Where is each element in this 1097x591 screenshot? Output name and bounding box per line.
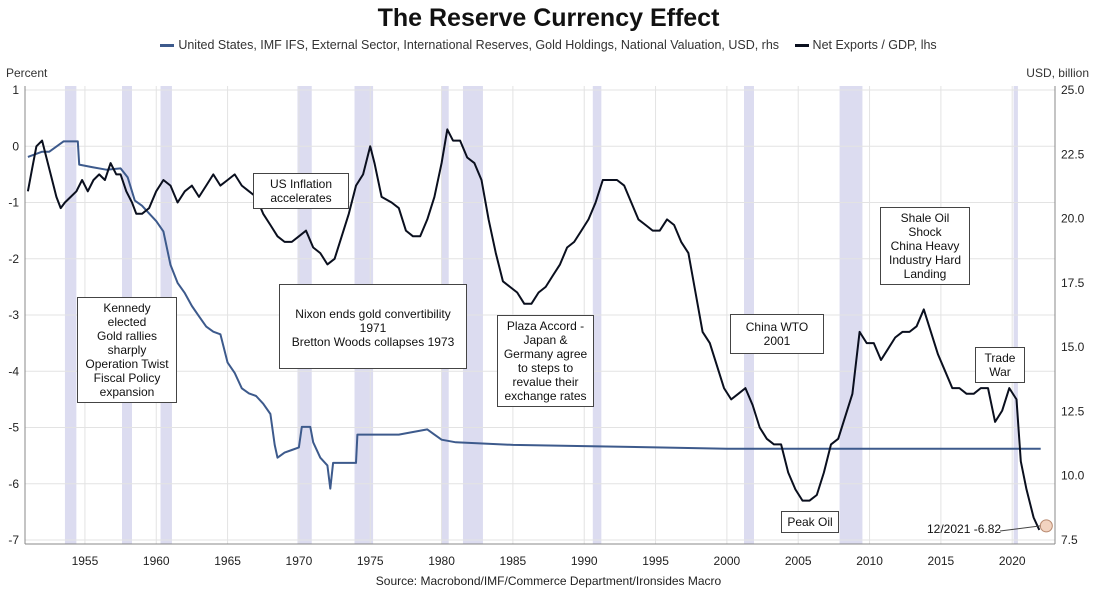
- right-tick-label: 10.0: [1061, 469, 1085, 483]
- right-tick-label: 12.5: [1061, 404, 1085, 418]
- left-tick-label: -6: [8, 477, 19, 491]
- annotation-shale-oil: Shale Oil Shock China Heavy Industry Har…: [880, 207, 970, 285]
- annotation-plaza-accord: Plaza Accord - Japan & Germany agree to …: [497, 315, 594, 407]
- x-tick-label: 1995: [642, 554, 669, 568]
- left-tick-label: -4: [8, 364, 19, 378]
- annotation-trade-war: Trade War: [975, 347, 1025, 383]
- annotation-line: revalue their: [503, 375, 588, 389]
- annotation-line: Bretton Woods collapses 1973: [285, 335, 461, 349]
- annotation-line: Peak Oil: [787, 515, 833, 529]
- annotation-line: accelerates: [259, 191, 343, 205]
- left-tick-label: -5: [8, 421, 19, 435]
- x-tick-label: 2015: [928, 554, 955, 568]
- chart-plot: 1 0 -1 -2 -3 -4 -5 -6 -7 25.0 22.5 20.0 17.5 15.0 12.5…: [0, 0, 1097, 591]
- annotation-line: China WTO: [736, 320, 818, 334]
- x-tick-label: 2005: [785, 554, 812, 568]
- x-tick-label: 2010: [856, 554, 883, 568]
- annotation-line: Nixon ends gold convertibility: [285, 307, 461, 321]
- left-tick-label: -2: [8, 252, 19, 266]
- annotation-line: War: [981, 365, 1019, 379]
- end-value-label: 12/2021 -6.82: [927, 522, 1001, 536]
- end-value-leader: [1000, 526, 1040, 531]
- right-tick-label: 22.5: [1061, 147, 1085, 161]
- x-tick-label: 1975: [357, 554, 384, 568]
- left-tick-label: -7: [8, 533, 19, 547]
- annotation-us-inflation: US Inflation accelerates: [253, 173, 349, 209]
- annotation-line: Shale Oil: [886, 211, 964, 225]
- annotation-china-wto: China WTO 2001: [730, 314, 824, 354]
- right-tick-label: 17.5: [1061, 276, 1085, 290]
- end-value-marker: [1040, 520, 1052, 532]
- x-tick-label: 1985: [500, 554, 527, 568]
- x-tick-label: 1990: [571, 554, 598, 568]
- x-tick-label: 1970: [286, 554, 313, 568]
- x-tick-label: 2020: [999, 554, 1026, 568]
- x-tick-label: 1955: [72, 554, 99, 568]
- right-tick-label: 7.5: [1061, 533, 1078, 547]
- annotation-line: China Heavy: [886, 239, 964, 253]
- annotation-line: exchange rates: [503, 389, 588, 403]
- annotation-line: 1971: [285, 321, 461, 335]
- annotation-line: Trade: [981, 351, 1019, 365]
- annotation-peak-oil: Peak Oil: [781, 511, 839, 533]
- annotation-kennedy: Kennedy elected Gold rallies sharply Ope…: [77, 297, 177, 403]
- annotation-line: expansion: [83, 385, 171, 399]
- left-tick-label: -1: [8, 196, 19, 210]
- annotation-line: Landing: [886, 267, 964, 281]
- annotation-nixon: Nixon ends gold convertibility 1971 Bret…: [279, 284, 467, 369]
- annotation-line: Operation Twist: [83, 357, 171, 371]
- chart-source: Source: Macrobond/IMF/Commerce Departmen…: [0, 574, 1097, 588]
- left-tick-label: -3: [8, 308, 19, 322]
- annotation-line: Plaza Accord -: [503, 319, 588, 333]
- annotation-line: US Inflation: [259, 177, 343, 191]
- annotation-line: to steps to: [503, 361, 588, 375]
- right-tick-label: 20.0: [1061, 212, 1085, 226]
- annotation-line: Shock: [886, 225, 964, 239]
- x-tick-label: 1980: [428, 554, 455, 568]
- x-tick-label: 2000: [714, 554, 741, 568]
- annotation-line: Fiscal Policy: [83, 371, 171, 385]
- annotation-line: 2001: [736, 334, 818, 348]
- annotation-line: Germany agree: [503, 347, 588, 361]
- left-tick-label: 0: [12, 139, 19, 153]
- x-tick-label: 1960: [143, 554, 170, 568]
- right-tick-label: 25.0: [1061, 83, 1085, 97]
- annotation-line: Japan &: [503, 333, 588, 347]
- annotation-line: Kennedy elected: [83, 301, 171, 329]
- left-tick-label: 1: [12, 83, 19, 97]
- annotation-line: Gold rallies: [83, 329, 171, 343]
- x-tick-label: 1965: [214, 554, 241, 568]
- annotation-line: sharply: [83, 343, 171, 357]
- annotation-line: Industry Hard: [886, 253, 964, 267]
- right-tick-label: 15.0: [1061, 340, 1085, 354]
